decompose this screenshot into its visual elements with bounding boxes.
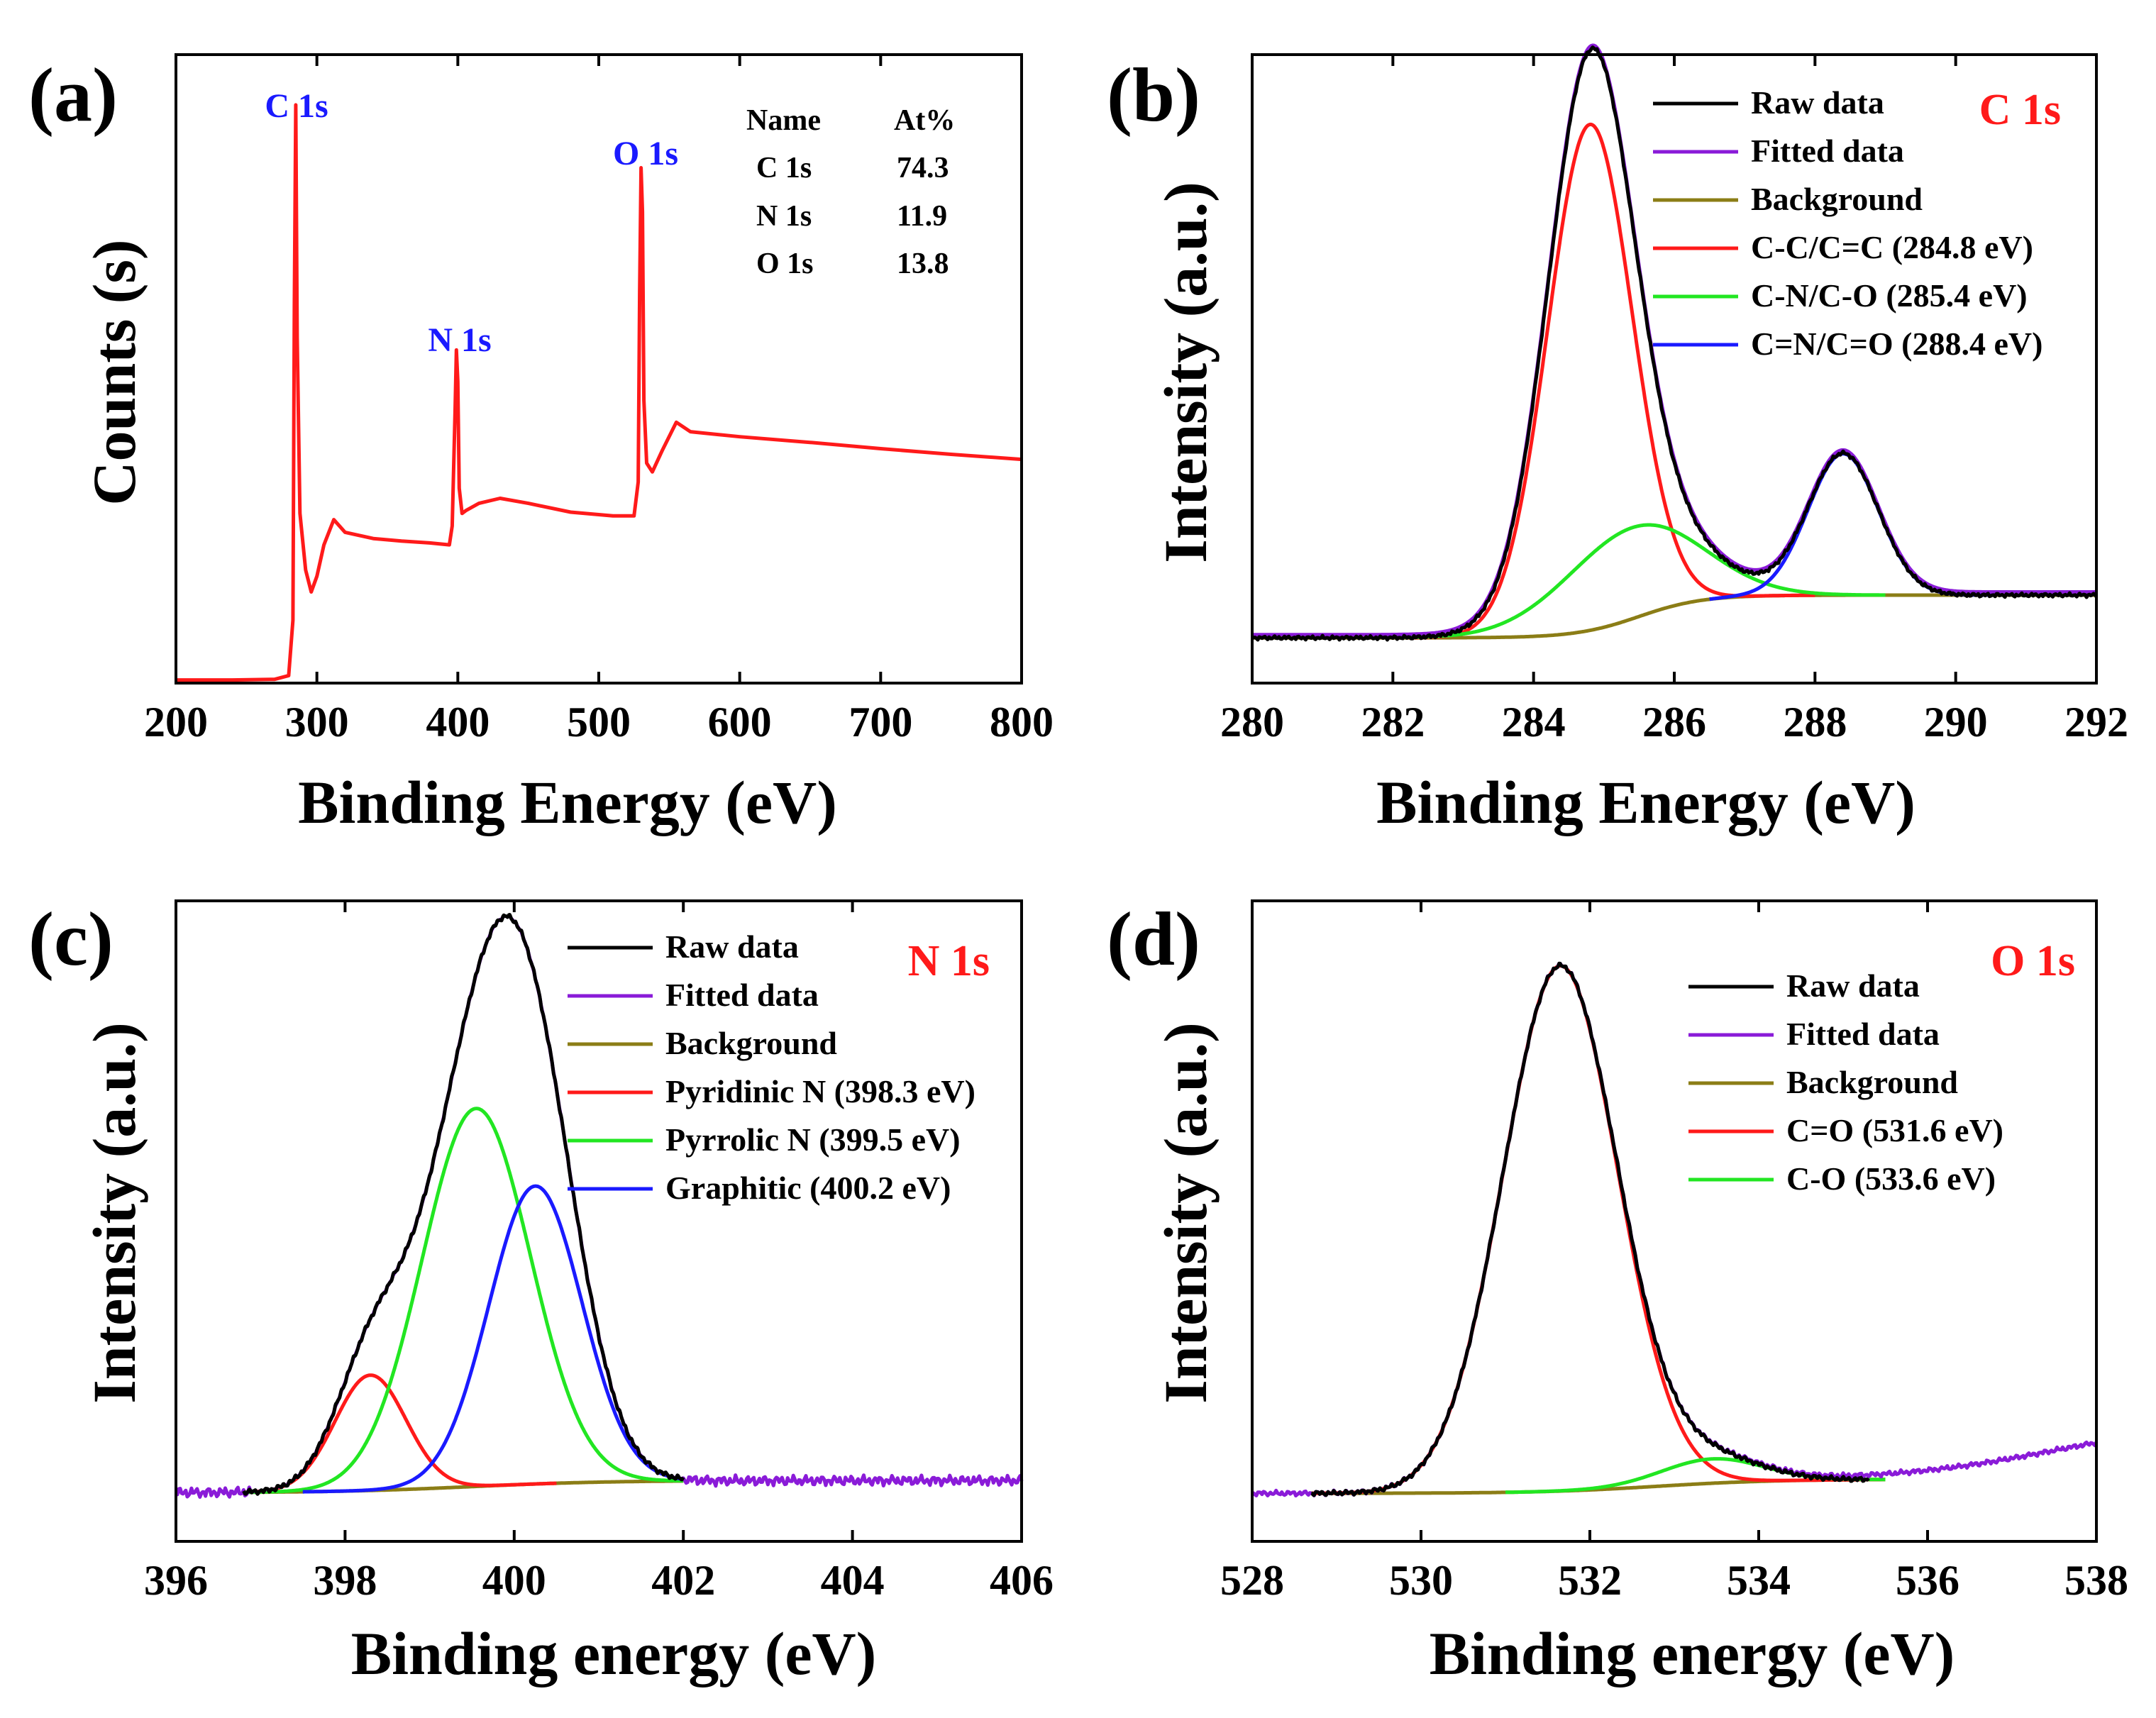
- panel-a-tick-label-200: 200: [144, 699, 208, 746]
- table-at-n1s: 11.9: [897, 200, 947, 233]
- peak-label-n1s: N 1s: [428, 321, 491, 359]
- panel-c-series-pyridinic-n-398-3-ev: [242, 1373, 558, 1494]
- panel-d-legend-label-3: C=O (531.6 eV): [1786, 1112, 2003, 1148]
- panel-d-tick-label-536: 536: [1896, 1557, 1959, 1604]
- panel-b-tick-label-282: 282: [1361, 699, 1425, 746]
- panel-c-tick-label-406: 406: [990, 1557, 1054, 1604]
- panel-d-ylabel: Intensity (a.u.): [1151, 1022, 1220, 1404]
- composition-table: Name At% C 1s 74.3 N 1s 11.9 O 1s 13.8: [746, 104, 955, 280]
- panel-c-legend: Raw data Fitted data Background Pyridinic N…: [568, 929, 975, 1206]
- panel-a-xlabel: Binding Energy (eV): [298, 768, 837, 836]
- panel-c-series-raw-data: [242, 913, 685, 1496]
- panel-a-tick-label-400: 400: [426, 699, 490, 746]
- panel-b-tick-label-292: 292: [2064, 699, 2128, 746]
- panel-d-tick-label-532: 532: [1558, 1557, 1622, 1604]
- panel-b-legend-label-3: C-C/C=C (284.8 eV): [1751, 229, 2033, 265]
- panel-b-xlabel: Binding Energy (eV): [1376, 768, 1915, 836]
- panel-d-axes: 528 530 532 534 536 538: [1220, 899, 2128, 1604]
- panel-d-tick-label-538: 538: [2064, 1557, 2128, 1604]
- table-at-c1s: 74.3: [897, 152, 949, 184]
- table-name-c1s: C 1s: [756, 152, 812, 184]
- table-at-o1s: 13.8: [897, 248, 949, 280]
- panel-d-legend-label-2: Background: [1786, 1064, 1958, 1100]
- table-header-at: At%: [894, 104, 955, 137]
- panel-b-tick-label-284: 284: [1502, 699, 1566, 746]
- panel-c-legend-label-2: Background: [665, 1025, 837, 1061]
- panel-c-legend-label-3: Pyridinic N (398.3 eV): [665, 1073, 975, 1109]
- table-name-o1s: O 1s: [756, 248, 814, 280]
- panel-c-series-graphitic-400-2-ev: [302, 1184, 685, 1494]
- panel-b-series-c-c-c-c-284-8-ev: [1391, 122, 1816, 640]
- panel-a-tick-label-800: 800: [990, 699, 1054, 746]
- panel-c-series-pyrrolic-n-399-5-ev: [242, 1107, 685, 1495]
- panel-d-xlabel: Binding energy (eV): [1430, 1619, 1955, 1687]
- panel-d-legend-label-4: C-O (533.6 eV): [1786, 1160, 1996, 1197]
- panel-a: (a) 200 300 400 500 600 700 800 Counts (s) Bin…: [28, 53, 1054, 836]
- panel-b-title: C 1s: [1979, 86, 2061, 134]
- panel-d-plot: [1251, 961, 2099, 1498]
- panel-a-axes: 200 300 400 500 600 700 800: [144, 53, 1054, 746]
- panel-a-plot: [176, 103, 1022, 682]
- panel-b-series-background: [1251, 593, 2097, 640]
- panel-b-tick-label-286: 286: [1642, 699, 1706, 746]
- panel-c-tick-label-404: 404: [821, 1557, 885, 1604]
- peak-label-o1s: O 1s: [613, 135, 678, 172]
- panel-d-legend: Raw data Fitted data Background C=O (531.6 …: [1688, 968, 2003, 1197]
- panel-a-tick-label-300: 300: [285, 699, 349, 746]
- panel-c-legend-label-4: Pyrrolic N (399.5 eV): [665, 1121, 961, 1158]
- panel-d-title: O 1s: [1991, 937, 2075, 985]
- panel-b-axes: 280 282 284 286 288 290 292: [1220, 53, 2128, 746]
- panel-c-plot: [175, 913, 1024, 1499]
- panel-b-legend-label-4: C-N/C-O (285.4 eV): [1751, 277, 2028, 314]
- panel-d-legend-label-1: Fitted data: [1786, 1016, 1940, 1052]
- table-name-n1s: N 1s: [756, 200, 812, 233]
- panel-c-tick-label-400: 400: [482, 1557, 546, 1604]
- panel-c: (c) 396 398 400 402 404 406 Intensity (a.u.) …: [28, 897, 1054, 1687]
- panel-a-ylabel: Counts (s): [80, 239, 148, 505]
- panel-b-plot: [1251, 43, 2099, 642]
- panel-b-tick-label-288: 288: [1783, 699, 1847, 746]
- panel-a-tick-label-700: 700: [848, 699, 912, 746]
- panel-b-series-raw-data: [1251, 45, 2099, 642]
- panel-d-label: (d): [1107, 897, 1200, 982]
- panel-b-legend-label-0: Raw data: [1751, 84, 1884, 121]
- panel-d-tick-label-530: 530: [1389, 1557, 1453, 1604]
- panel-d-series-raw-data: [1310, 961, 1870, 1497]
- panel-c-ylabel: Intensity (a.u.): [80, 1022, 148, 1404]
- panel-b-tick-label-280: 280: [1220, 699, 1284, 746]
- panel-c-legend-label-0: Raw data: [665, 929, 799, 965]
- panel-b-ylabel: Intensity (a.u.): [1151, 182, 1220, 563]
- table-header-name: Name: [746, 104, 821, 137]
- panel-b-series-c-n-c-o-285-4-ev: [1392, 523, 1886, 640]
- panel-b-legend-label-5: C=N/C=O (288.4 eV): [1751, 326, 2042, 362]
- panel-d-tick-label-534: 534: [1727, 1557, 1791, 1604]
- panel-b-label: (b): [1107, 53, 1200, 138]
- peak-label-c1s: C 1s: [265, 87, 328, 125]
- panel-b-tick-label-290: 290: [1924, 699, 1988, 746]
- panel-c-tick-label-398: 398: [313, 1557, 377, 1604]
- panel-b-legend-label-2: Background: [1751, 181, 1923, 217]
- panel-a-tick-label-500: 500: [567, 699, 631, 746]
- panel-c-axes: 396 398 400 402 404 406: [144, 899, 1054, 1604]
- panel-c-label: (c): [28, 897, 114, 982]
- panel-d-legend-label-0: Raw data: [1786, 968, 1920, 1004]
- panel-c-legend-label-1: Fitted data: [665, 977, 819, 1013]
- panel-a-tick-label-600: 600: [708, 699, 772, 746]
- panel-b-legend: Raw data Fitted data Background C-C/C=C (28…: [1653, 84, 2042, 362]
- panel-a-series-survey: [176, 103, 1022, 682]
- panel-c-tick-label-402: 402: [651, 1557, 715, 1604]
- panel-c-legend-label-5: Graphitic (400.2 eV): [665, 1170, 951, 1206]
- panel-d-tick-label-528: 528: [1220, 1557, 1284, 1604]
- panel-c-series-fitted-data: [175, 914, 1024, 1499]
- panel-a-label: (a): [28, 53, 118, 138]
- panel-b-legend-label-1: Fitted data: [1751, 133, 1904, 169]
- panel-b: (b) 280 282 284 286 288 290 292 Intensity (a.u…: [1107, 43, 2128, 836]
- panel-c-xlabel: Binding energy (eV): [351, 1619, 877, 1687]
- panel-c-title: N 1s: [908, 937, 990, 985]
- panel-c-tick-label-396: 396: [144, 1557, 208, 1604]
- panel-d: (d) 528 530 532 534 536 538 Intensity (a.u.) …: [1107, 897, 2128, 1687]
